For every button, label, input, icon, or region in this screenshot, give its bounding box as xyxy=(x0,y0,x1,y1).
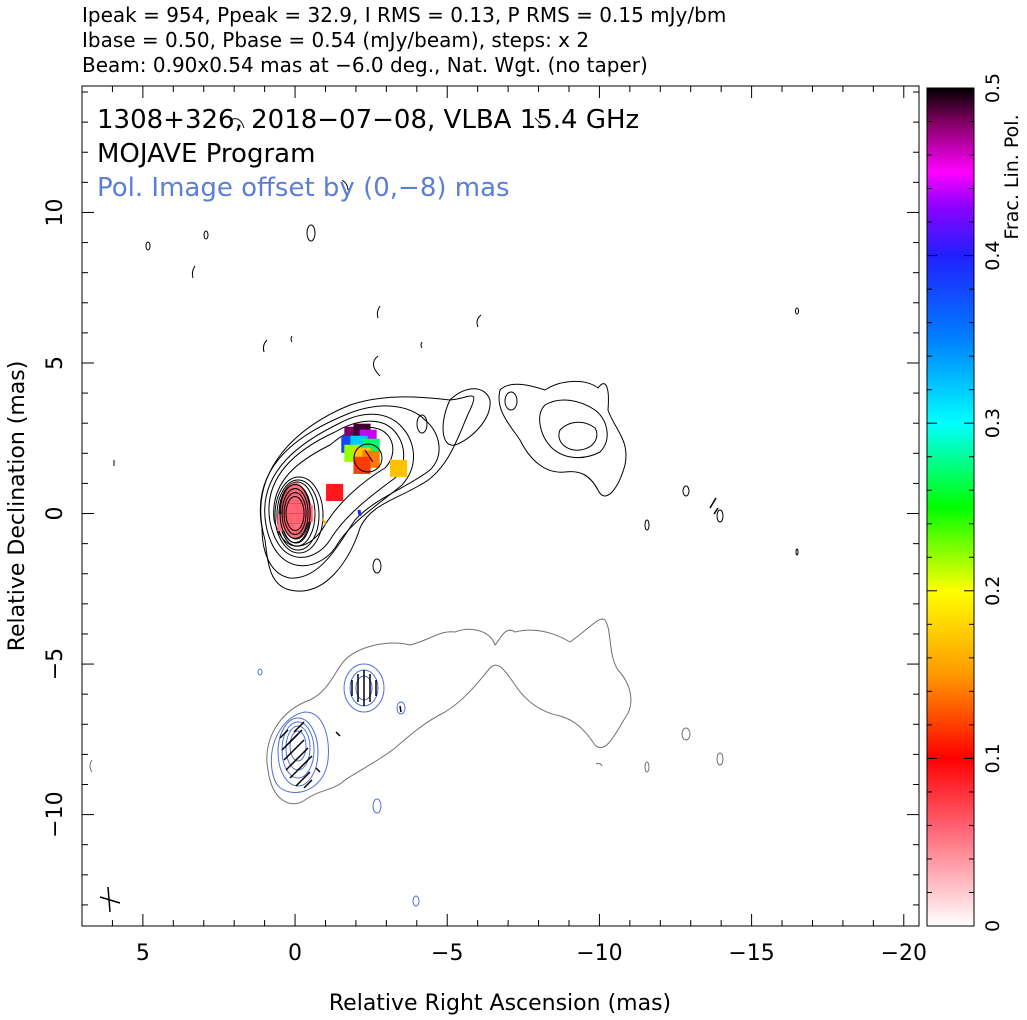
offset-note: Pol. Image offset by (0,−8) mas xyxy=(97,173,510,203)
jet-contour xyxy=(260,395,475,592)
knot-contour xyxy=(353,443,383,473)
noise-contour xyxy=(716,509,724,523)
fpol-pixel xyxy=(326,483,344,502)
core-contour xyxy=(276,479,320,551)
outer-jet-contour xyxy=(539,399,608,458)
evpa-ticks xyxy=(279,497,719,789)
x-tick-label: −20 xyxy=(881,941,927,966)
colorbar-tick-label: 0.5 xyxy=(982,73,1004,103)
core-contour xyxy=(279,484,311,544)
noise-contour xyxy=(795,548,799,556)
fractional-polarization-pixels xyxy=(277,423,408,544)
outer-jet-contour xyxy=(558,421,598,451)
colorbar-tick-label: 0.4 xyxy=(982,240,1004,270)
header-line-2: Ibase = 0.50, Pbase = 0.54 (mJy/beam), s… xyxy=(82,28,589,52)
jet-contour xyxy=(273,426,394,547)
noise-contour xyxy=(229,118,245,129)
outer-jet-contour xyxy=(498,381,627,497)
pol-contour xyxy=(372,798,382,814)
jet-contour xyxy=(442,388,491,446)
fpol-pixel xyxy=(353,456,371,474)
axes xyxy=(81,85,920,927)
plot-frame xyxy=(81,85,920,927)
noise-contour xyxy=(373,355,381,377)
beam-ellipse xyxy=(99,886,121,913)
noise-contour xyxy=(682,485,690,497)
y-tick-label: 5 xyxy=(43,356,68,370)
noise-contour xyxy=(644,519,650,531)
noise-contour xyxy=(203,230,209,240)
pol-contour xyxy=(89,759,93,773)
y-tick-label: 0 xyxy=(43,507,68,521)
jet-contour xyxy=(268,420,405,558)
pol-contour xyxy=(270,711,329,794)
x-tick-label: −10 xyxy=(576,941,622,966)
noise-contour xyxy=(476,314,482,328)
outer-pol-contour xyxy=(266,618,632,805)
y-tick-labels: 10 5 0 −5 −10 xyxy=(43,198,68,837)
evpa-tick xyxy=(364,449,374,463)
colorbar-tick-label: 0.1 xyxy=(982,743,1004,773)
colorbar-ticks: 0 0.1 0.2 0.3 0.4 0.5 xyxy=(927,73,1004,932)
core-contour xyxy=(281,488,309,540)
x-axis-label: Relative Right Ascension (mas) xyxy=(329,991,671,1016)
pol-contour xyxy=(257,668,263,676)
noise-contour xyxy=(372,558,382,574)
header-line-1: Ipeak = 954, Ppeak = 32.9, I RMS = 0.13,… xyxy=(82,3,726,27)
x-tick-label: 0 xyxy=(288,941,302,966)
evpa-tick xyxy=(321,518,327,525)
y-axis-label: Relative Declination (mas) xyxy=(5,361,30,652)
pol-contour xyxy=(595,762,603,767)
header-line-3: Beam: 0.90x0.54 mas at −6.0 deg., Nat. W… xyxy=(82,53,648,77)
fpol-pixel xyxy=(389,459,408,477)
noise-contour xyxy=(306,224,316,242)
jet-contour xyxy=(504,391,518,411)
pol-contour xyxy=(289,730,307,762)
pol-contour xyxy=(277,717,319,787)
noise-contour xyxy=(262,339,268,353)
y-tick-label: 10 xyxy=(43,198,68,226)
colorbar-gradient xyxy=(926,87,975,927)
core-contour xyxy=(274,476,324,554)
pol-contour xyxy=(396,701,406,715)
pol-contour xyxy=(716,752,724,766)
noise-contour xyxy=(420,341,423,349)
y-tick-label: −5 xyxy=(43,648,68,680)
jet-contour xyxy=(259,405,440,579)
x-tick-labels: 5 0 −5 −10 −15 −20 xyxy=(136,941,927,966)
y-tick-label: −10 xyxy=(43,791,68,837)
pol-contour xyxy=(644,761,650,773)
program-label: MOJAVE Program xyxy=(97,139,315,169)
jet-contour xyxy=(416,414,428,434)
noise-contour xyxy=(534,117,542,125)
x-tick-label: −15 xyxy=(728,941,774,966)
noise-contour xyxy=(341,179,349,191)
noise-contour xyxy=(290,335,293,343)
pol-contour xyxy=(412,895,420,907)
noise-contour xyxy=(191,265,196,279)
x-tick-label: 5 xyxy=(136,941,150,966)
noise-contour xyxy=(145,241,151,251)
x-tick-label: −5 xyxy=(431,941,463,966)
colorbar: 0 0.1 0.2 0.3 0.4 0.5 Frac. Lin. Pol. xyxy=(926,73,1023,932)
noise-contour xyxy=(795,307,799,315)
pol-contour xyxy=(681,727,691,741)
colorbar-tick-label: 0.3 xyxy=(982,408,1004,438)
jet-contour xyxy=(264,413,415,567)
evpa-tick xyxy=(357,509,362,517)
source-label: 1308+326, 2018−07−08, VLBA 15.4 GHz xyxy=(97,105,639,135)
colorbar-label: Frac. Lin. Pol. xyxy=(1001,114,1023,239)
noise-contour xyxy=(376,305,381,319)
colorbar-tick-label: 0.2 xyxy=(982,576,1004,606)
plot-area xyxy=(89,117,799,913)
colorbar-tick-label: 0 xyxy=(982,920,1004,932)
pol-contour xyxy=(343,663,385,713)
